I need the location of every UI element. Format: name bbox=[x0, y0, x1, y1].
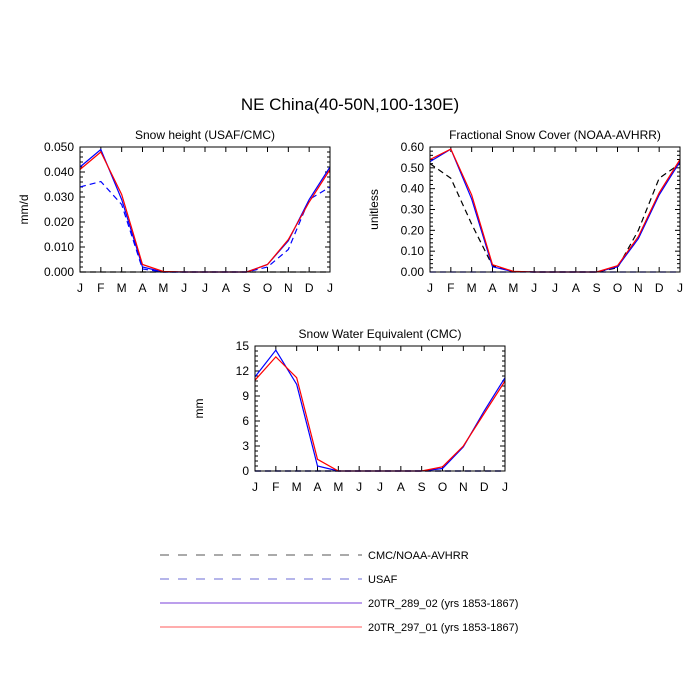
x-tick-label: J bbox=[552, 281, 558, 295]
x-tick-label: N bbox=[634, 281, 643, 295]
figure-title: NE China(40-50N,100-130E) bbox=[241, 95, 459, 114]
x-tick-label: D bbox=[480, 480, 489, 494]
x-tick-label: N bbox=[459, 480, 468, 494]
chart-panel-1: Snow height (USAF/CMC) mm/d 0.000 0.010 0.02… bbox=[17, 128, 333, 295]
series-line-usaf bbox=[79, 180, 331, 273]
x-tick-label: O bbox=[263, 281, 272, 295]
y-tick-label: 0.020 bbox=[44, 215, 74, 229]
x-tick-label: F bbox=[447, 281, 454, 295]
chart-title: Snow Water Equivalent (CMC) bbox=[299, 327, 462, 341]
plot-frame bbox=[429, 146, 681, 273]
x-tick-label: S bbox=[593, 281, 601, 295]
y-tick-label: 0.60 bbox=[401, 140, 425, 154]
y-tick-label: 0.30 bbox=[401, 203, 425, 217]
y-tick-label: 0.000 bbox=[44, 265, 74, 279]
y-tick-label: 3 bbox=[242, 439, 249, 453]
y-tick-label: 0.00 bbox=[401, 265, 425, 279]
x-tick-label: F bbox=[272, 480, 279, 494]
x-tick-label: O bbox=[613, 281, 622, 295]
x-tick-label: O bbox=[438, 480, 447, 494]
y-tick-label: 12 bbox=[236, 364, 250, 378]
x-tick-label: S bbox=[418, 480, 426, 494]
y-tick-label: 0.50 bbox=[401, 161, 425, 175]
series-line-20tr-289-02-yrs-1853-1867 bbox=[429, 148, 681, 273]
x-tick-label: M bbox=[158, 281, 168, 295]
x-tick-label: A bbox=[572, 281, 580, 295]
series-line-20tr-289-02-yrs-1853-1867 bbox=[254, 349, 506, 472]
x-tick-label: M bbox=[292, 480, 302, 494]
x-tick-label: D bbox=[305, 281, 314, 295]
y-tick-label: 0.010 bbox=[44, 240, 74, 254]
y-tick-label: 0.050 bbox=[44, 140, 74, 154]
x-tick-label: A bbox=[397, 480, 405, 494]
y-tick-label: 0.040 bbox=[44, 165, 74, 179]
x-tick-label: S bbox=[243, 281, 251, 295]
x-tick-label: F bbox=[97, 281, 104, 295]
x-tick-label: M bbox=[508, 281, 518, 295]
x-tick-label: J bbox=[77, 281, 83, 295]
y-axis-label: mm/d bbox=[17, 195, 31, 225]
x-tick-label: J bbox=[252, 480, 258, 494]
x-tick-label: M bbox=[467, 281, 477, 295]
legend: CMC/NOAA-AVHRR USAF 20TR_289_02 (yrs 1853-… bbox=[160, 550, 518, 634]
x-tick-label: N bbox=[284, 281, 293, 295]
x-tick-label: A bbox=[313, 480, 321, 494]
y-tick-label: 9 bbox=[242, 389, 249, 403]
plot-frame bbox=[254, 345, 506, 472]
y-tick-label: 0.20 bbox=[401, 223, 425, 237]
x-tick-label: J bbox=[327, 281, 333, 295]
y-tick-label: 0 bbox=[242, 464, 249, 478]
series-line-20tr-297-01-yrs-1853-1867 bbox=[254, 355, 506, 472]
y-axis-label: mm bbox=[192, 399, 206, 419]
x-tick-label: J bbox=[377, 480, 383, 494]
x-tick-label: J bbox=[181, 281, 187, 295]
x-tick-label: A bbox=[488, 281, 496, 295]
x-tick-label: J bbox=[202, 281, 208, 295]
y-tick-label: 0.40 bbox=[401, 182, 425, 196]
legend-label: CMC/NOAA-AVHRR bbox=[368, 550, 469, 562]
legend-label: 20TR_297_01 (yrs 1853-1867) bbox=[368, 622, 518, 634]
plot-frame bbox=[79, 146, 331, 273]
x-tick-label: A bbox=[222, 281, 230, 295]
chart-title: Snow height (USAF/CMC) bbox=[135, 128, 275, 142]
y-tick-label: 0.10 bbox=[401, 244, 425, 258]
legend-label: USAF bbox=[368, 574, 398, 586]
legend-label: 20TR_289_02 (yrs 1853-1867) bbox=[368, 598, 518, 610]
series-line-20tr-289-02-yrs-1853-1867 bbox=[79, 148, 331, 273]
x-tick-label: J bbox=[502, 480, 508, 494]
x-tick-label: D bbox=[655, 281, 664, 295]
series-line-20tr-297-01-yrs-1853-1867 bbox=[79, 151, 331, 273]
y-tick-label: 0.030 bbox=[44, 190, 74, 204]
x-tick-label: M bbox=[333, 480, 343, 494]
x-tick-label: M bbox=[117, 281, 127, 295]
x-tick-label: J bbox=[531, 281, 537, 295]
chart-panel-2: Fractional Snow Cover (NOAA-AVHRR) unitle… bbox=[367, 128, 683, 295]
y-tick-label: 15 bbox=[236, 339, 250, 353]
panels: Snow height (USAF/CMC)mm/d0.0000.0100.02… bbox=[17, 128, 683, 494]
x-tick-label: J bbox=[356, 480, 362, 494]
y-tick-label: 6 bbox=[242, 414, 249, 428]
series-line-20tr-297-01-yrs-1853-1867 bbox=[429, 148, 681, 273]
x-tick-label: J bbox=[677, 281, 683, 295]
x-tick-label: J bbox=[427, 281, 433, 295]
series-line-cmc-noaa-avhrr bbox=[429, 163, 681, 273]
y-axis-label: unitless bbox=[367, 189, 381, 230]
x-tick-label: A bbox=[138, 281, 146, 295]
chart-title: Fractional Snow Cover (NOAA-AVHRR) bbox=[449, 128, 661, 142]
